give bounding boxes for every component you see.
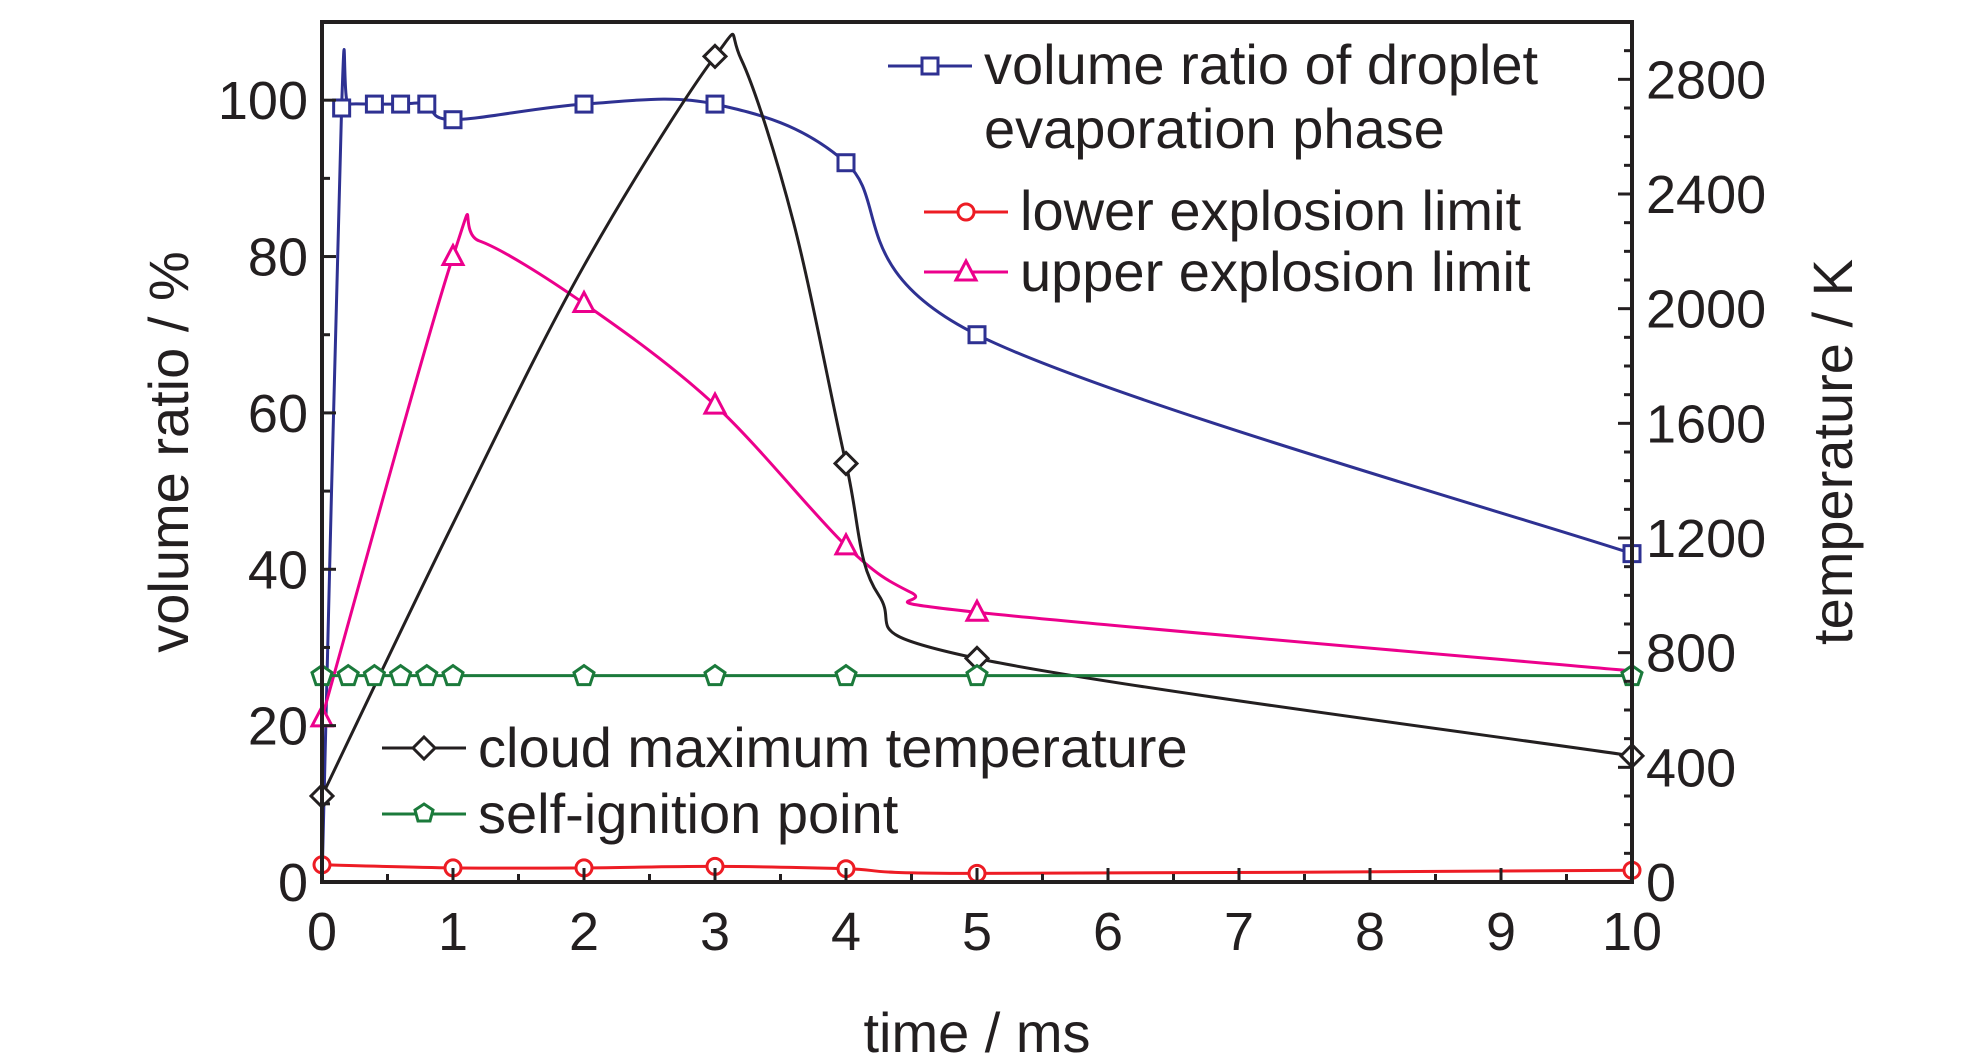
- triangle-data-point: [702, 390, 728, 415]
- x-tick-label: 8: [1355, 902, 1385, 962]
- x-tick-label: 9: [1486, 902, 1516, 962]
- pentagon-data-point: [441, 663, 465, 687]
- triangle-data-point: [440, 242, 466, 267]
- y-right-tick-label: 400: [1646, 738, 1736, 798]
- triangle-data-point: [571, 289, 597, 313]
- x-tick-label: 4: [831, 902, 861, 962]
- axes-layer: 0 1 2 3 4 5 6 7 8 9 100204060801000400800120016002…: [218, 49, 1766, 962]
- y-left-tick-label: 0: [278, 853, 308, 913]
- y-left-tick-label: 80: [248, 228, 308, 288]
- square-data-point: [836, 153, 856, 173]
- series-pentagon: [310, 663, 1644, 687]
- square-data-point: [417, 94, 437, 114]
- y-left-tick-label: 60: [248, 384, 308, 444]
- legend-triangle-marker-icon: [953, 257, 979, 282]
- y-right-tick-label: 2800: [1646, 50, 1766, 110]
- square-data-point: [364, 94, 384, 114]
- legend-label-upper-explosion-limit: upper explosion limit: [1020, 240, 1531, 303]
- y-left-tick-label: 40: [248, 540, 308, 600]
- x-tick-label: 10: [1602, 902, 1662, 962]
- legend-label-volume-ratio-line2: evaporation phase: [984, 97, 1445, 160]
- pentagon-data-point: [388, 663, 413, 687]
- left-y-axis-title: volume ratio / %: [137, 251, 200, 653]
- diamond-data-point: [832, 450, 860, 477]
- pentagon-data-point: [965, 663, 989, 687]
- y-right-tick-label: 1600: [1646, 394, 1766, 454]
- right-y-axis-title: temperature / K: [1801, 259, 1864, 645]
- series-layer: [308, 33, 1646, 883]
- series-diamond: [308, 33, 1646, 810]
- triangle-data-point: [833, 531, 859, 556]
- square-data-point: [574, 94, 594, 114]
- legend-diamond-marker-icon: [410, 734, 438, 762]
- pentagon-data-point: [415, 663, 439, 687]
- square-data-point: [705, 94, 725, 114]
- y-right-tick-label: 1200: [1646, 509, 1766, 569]
- x-tick-label: 0: [307, 902, 337, 962]
- pentagon-data-point: [703, 663, 727, 687]
- x-tick-label: 6: [1093, 902, 1123, 962]
- x-tick-label: 5: [962, 902, 992, 962]
- legend-lower: cloud maximum temperature self-ignition …: [382, 716, 1188, 845]
- square-data-point: [391, 94, 411, 114]
- pentagon-data-point: [572, 663, 596, 687]
- legend-square-marker-icon: [920, 56, 940, 76]
- x-tick-label: 2: [569, 902, 599, 962]
- y-right-tick-label: 2400: [1646, 165, 1766, 225]
- y-left-tick-label: 20: [248, 697, 308, 757]
- x-tick-label: 7: [1224, 902, 1254, 962]
- pentagon-data-point: [834, 663, 858, 687]
- legend-label-cloud-max-temperature: cloud maximum temperature: [478, 716, 1188, 779]
- y-right-tick-label: 2000: [1646, 280, 1766, 340]
- legend-upper: volume ratio of droplet evaporation phas…: [888, 33, 1539, 303]
- x-tick-label: 1: [438, 902, 468, 962]
- x-tick-label: 3: [700, 902, 730, 962]
- x-axis-title: time / ms: [863, 1001, 1090, 1063]
- diamond-data-point: [701, 43, 729, 70]
- series-line: [321, 863, 1633, 875]
- legend-label-self-ignition-point: self-ignition point: [478, 782, 899, 845]
- series-triangle: [309, 213, 1633, 728]
- y-right-tick-label: 800: [1646, 624, 1736, 684]
- legend-label-volume-ratio-line1: volume ratio of droplet: [984, 33, 1539, 96]
- triangle-data-point: [964, 598, 990, 622]
- series-square: [320, 48, 1642, 883]
- legend-label-lower-explosion-limit: lower explosion limit: [1020, 179, 1522, 242]
- pentagon-data-point: [362, 663, 387, 687]
- square-data-point: [332, 98, 352, 118]
- legend-pentagon-marker-icon: [413, 802, 435, 823]
- square-data-point: [443, 110, 463, 130]
- pentagon-data-point: [336, 663, 360, 687]
- y-right-tick-label: 0: [1646, 853, 1676, 913]
- y-left-tick-label: 100: [218, 71, 308, 131]
- legend-circle-marker-icon: [956, 202, 976, 222]
- square-data-point: [967, 325, 987, 345]
